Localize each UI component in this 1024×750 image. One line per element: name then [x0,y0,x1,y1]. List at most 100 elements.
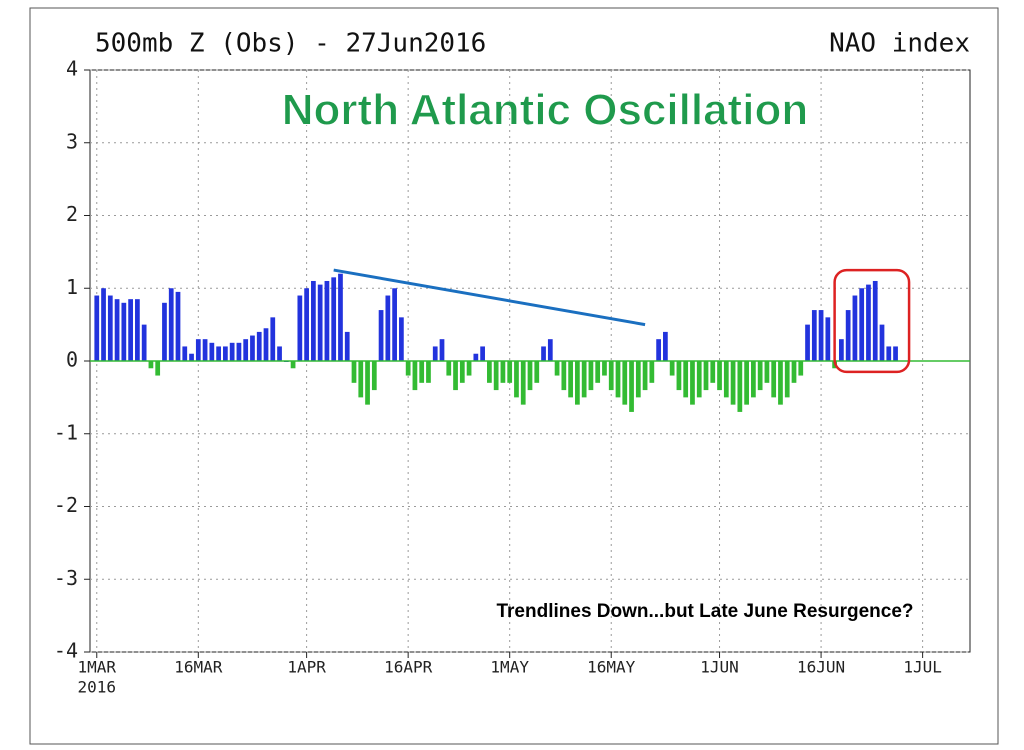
bar [467,361,472,376]
bar [453,361,458,390]
bar [886,346,891,361]
chart: 500mb Z (Obs) - 27Jun2016 NAO index -4-3… [0,0,1024,750]
bar [622,361,627,405]
bar [419,361,424,383]
x-tick-label: 16JUN [797,658,845,677]
bar [636,361,641,397]
bar [670,361,675,376]
bar [460,361,465,383]
bar [440,339,445,361]
page: {"chart_data": { "type": "bar", "header_… [0,0,1024,750]
bar [507,361,512,383]
x-tick-label: 16APR [384,658,433,677]
bar [731,361,736,405]
x-tick-label: 16MAR [174,658,223,677]
bar [717,361,722,390]
bar [704,361,709,390]
bar [372,361,377,390]
bar [683,361,688,397]
bar [521,361,526,405]
bar [277,346,282,361]
bar [345,332,350,361]
bar [812,310,817,361]
y-tick-label: -1 [54,420,78,444]
y-tick-label: -3 [54,566,78,590]
bar [602,361,607,376]
bar [778,361,783,405]
bar [798,361,803,376]
x-tick-label: 1JUL [903,658,942,677]
x-year-label: 2016 [78,678,117,697]
bar [318,285,323,361]
chart-title: North Atlantic Oscillation [282,86,808,135]
bar [196,339,201,361]
bar [176,292,181,361]
y-tick-label: 4 [66,57,78,81]
header-left: 500mb Z (Obs) - 27Jun2016 [95,29,486,59]
bar [257,332,262,361]
bar [690,361,695,405]
bar [358,361,363,397]
bar [128,299,133,361]
y-tick-label: -4 [54,639,78,663]
bar [758,361,763,390]
bar [182,346,187,361]
bar [609,361,614,390]
bar [765,361,770,383]
bar [805,325,810,361]
bar [643,361,648,390]
bar [352,361,357,383]
bar [189,354,194,361]
x-tick-label: 1MAR [78,658,117,677]
y-tick-label: 0 [66,348,78,372]
bar [853,296,858,361]
bar [534,361,539,383]
bar [237,343,242,361]
bar [649,361,654,383]
bar [656,339,661,361]
bar [169,288,174,361]
y-tick-label: 3 [66,129,78,153]
bar [230,343,235,361]
bar [379,310,384,361]
annotation: Trendlines Down...but Late June Resurgen… [496,601,913,622]
bar [209,343,214,361]
bar [866,285,871,361]
bar [697,361,702,397]
bar [142,325,147,361]
bar [250,336,255,361]
bar [365,361,370,405]
bar [575,361,580,405]
bar [846,310,851,361]
bar [108,296,113,361]
y-tick-label: -2 [54,493,78,517]
bar [568,361,573,397]
bar [710,361,715,383]
bar [297,296,302,361]
bar [771,361,776,397]
bar [819,310,824,361]
bar [149,361,154,368]
bar [162,303,167,361]
bar [446,361,451,376]
bar [480,346,485,361]
bar [595,361,600,383]
bar [616,361,621,397]
bar [501,361,506,383]
bar [751,361,756,397]
bar [433,346,438,361]
bar [94,296,99,361]
bar [115,299,120,361]
bar [724,361,729,397]
bar [203,339,208,361]
bar [785,361,790,397]
bar [223,346,228,361]
bar [893,346,898,361]
bar [561,361,566,390]
bar [487,361,492,383]
y-tick-label: 1 [66,275,78,299]
bar [873,281,878,361]
x-tick-label: 1JUN [700,658,739,677]
bar [528,361,533,390]
bar [839,339,844,361]
